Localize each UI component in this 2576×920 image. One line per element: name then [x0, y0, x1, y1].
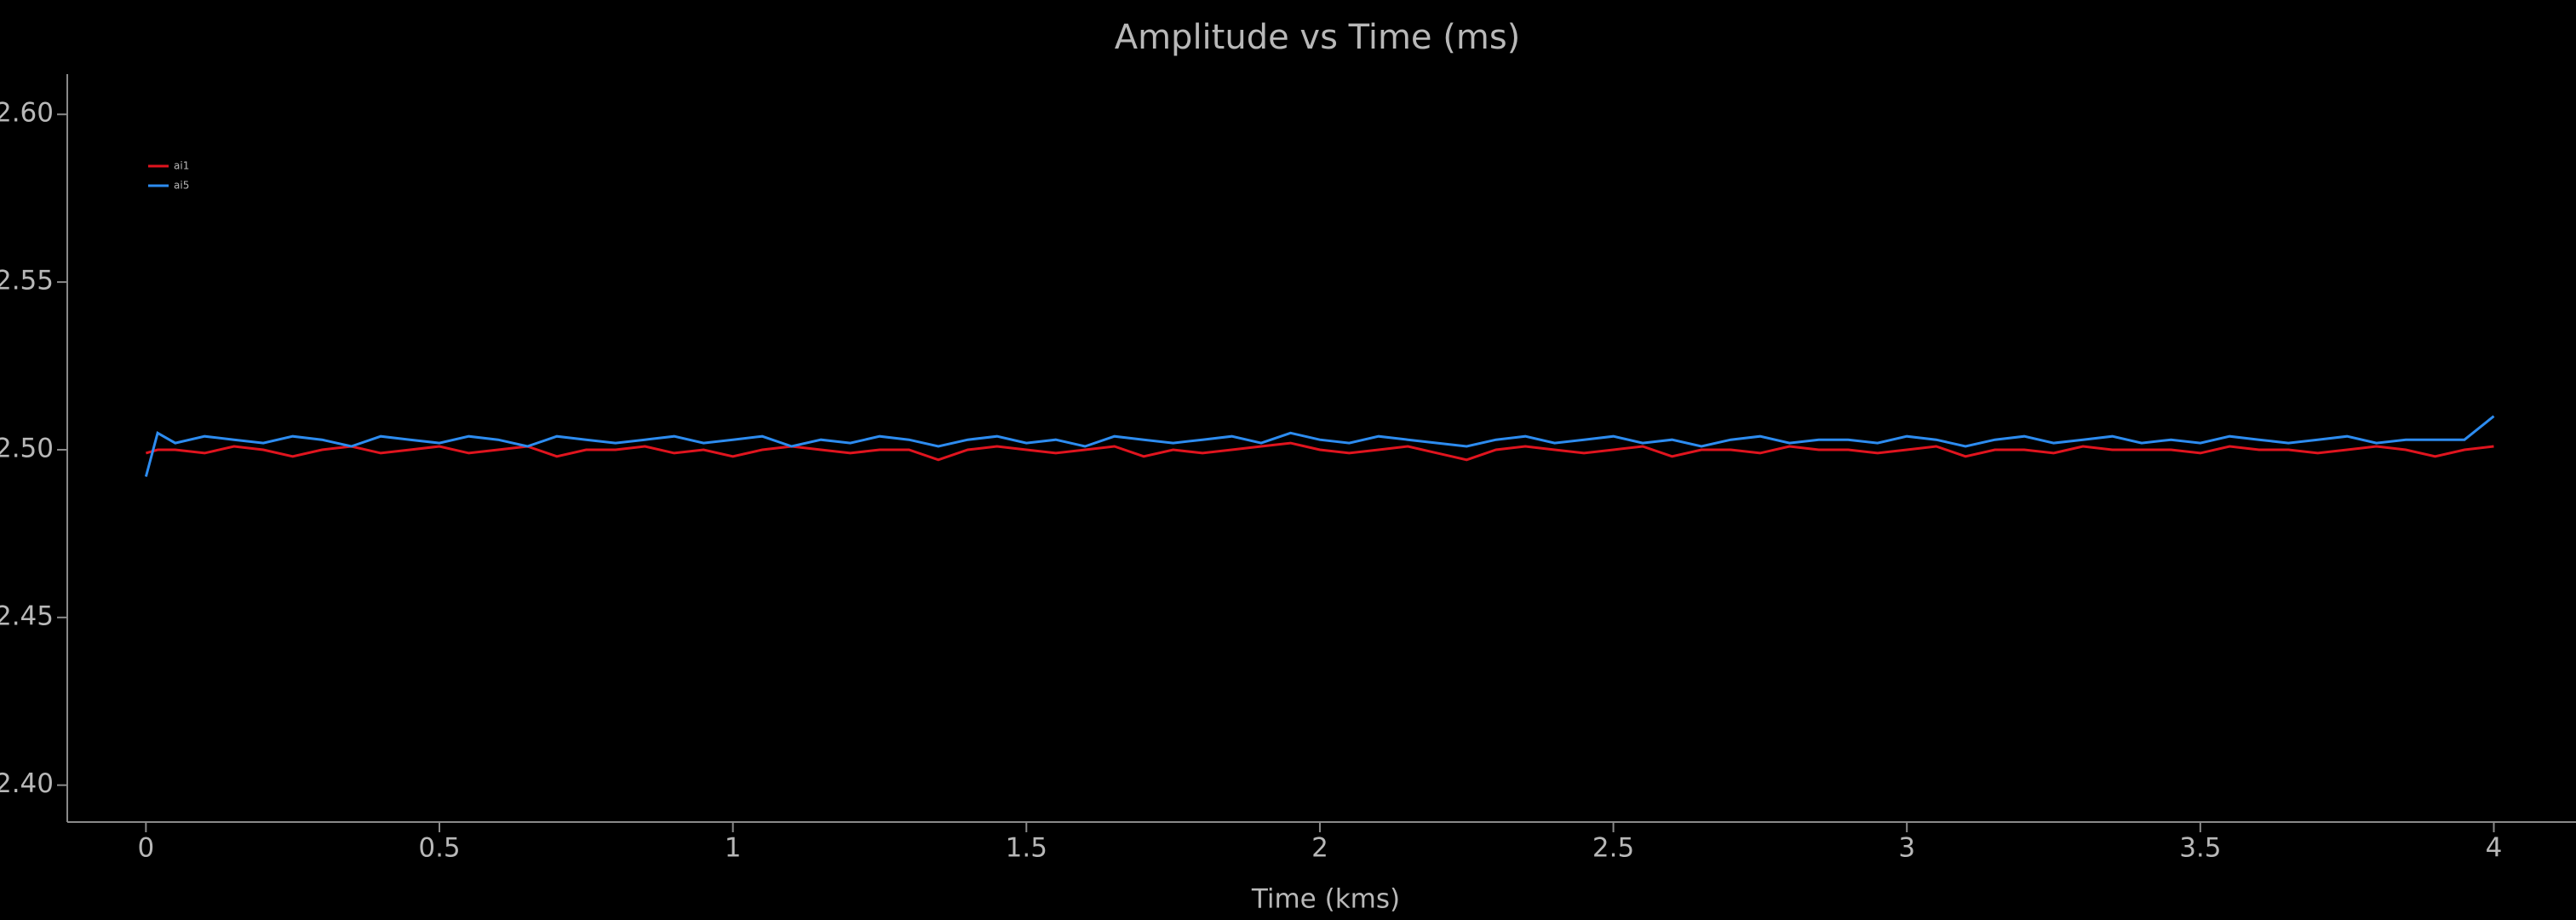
y-tick-label: 2.60 [0, 98, 54, 129]
x-tick-label: 1.5 [1006, 833, 1047, 864]
x-tick-label: 3 [1898, 833, 1915, 864]
line-series [144, 415, 2495, 477]
y-tick-label: 2.45 [0, 601, 54, 631]
x-tick-label: 0 [137, 833, 154, 864]
chart-title: Amplitude vs Time (ms) [1115, 18, 1521, 57]
y-tick-label: 2.55 [0, 266, 54, 296]
line-series [145, 441, 2494, 462]
x-axis-label: Time (kms) [1251, 884, 1400, 915]
x-tick-label: 4 [2486, 833, 2503, 864]
y-tick-label: 2.40 [0, 768, 54, 799]
x-tick-label: 1 [725, 833, 742, 864]
x-tick-label: 2 [1311, 833, 1328, 864]
legend-label: ai5 [174, 180, 189, 192]
y-tick-label: 2.50 [0, 433, 54, 463]
x-tick-label: 3.5 [2179, 833, 2221, 864]
x-tick-label: 0.5 [418, 833, 460, 864]
x-tick-label: 2.5 [1592, 833, 1634, 864]
legend-label: ai1 [174, 160, 189, 172]
